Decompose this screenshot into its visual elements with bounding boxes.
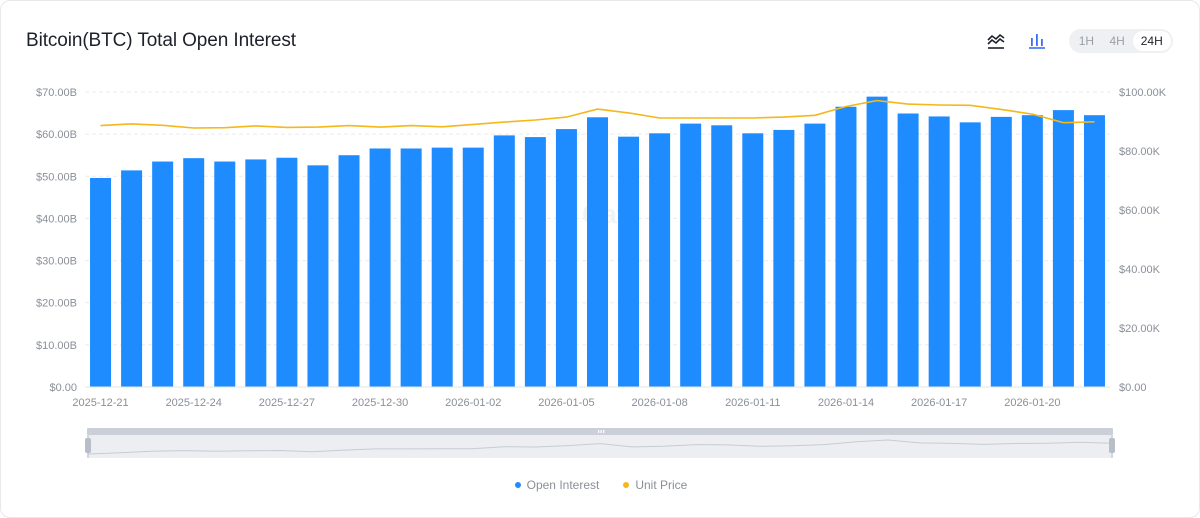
interval-24h[interactable]: 24H [1132,31,1171,51]
bar-2026-01-08[interactable] [649,133,671,387]
y-left-tick: $20.00B [36,298,77,310]
y-right-tick: $80.00K [1119,146,1161,158]
slider-drag-grip-icon[interactable] [598,430,605,433]
y-left-tick: $70.00B [36,87,77,99]
y-left-tick: $0.00 [49,382,77,394]
x-tick-label: 2025-12-21 [72,397,128,409]
chart-title: Bitcoin(BTC) Total Open Interest [26,30,296,51]
bar-2025-12-21[interactable] [90,177,112,387]
bar-2025-12-31[interactable] [400,148,422,387]
bar-2026-01-06[interactable] [587,117,608,388]
slider-top-bar[interactable] [87,428,1113,435]
line-chart-toggle[interactable] [984,29,1008,53]
bar-2026-01-15[interactable] [866,96,888,387]
bar-2026-01-17[interactable] [928,116,950,387]
y-left-tick: $50.00B [36,171,77,183]
x-tick-label: 2026-01-11 [725,397,780,409]
interval-selector: 1H 4H 24H [1069,29,1173,53]
bar-2026-01-09[interactable] [680,123,702,387]
x-tick-label: 2026-01-14 [818,397,874,409]
y-left-tick: $40.00B [36,213,77,225]
legend-dot-icon [623,482,630,488]
y-right-tick: $40.00K [1119,264,1161,276]
bar-2025-12-28[interactable] [307,165,329,387]
unit-price-line [100,99,1095,129]
y-axis-left: $0.00 $10.00B $20.00B $30.00B $40.00B $50.00B… [36,87,77,394]
legend-dot-icon [514,482,521,488]
bar-2026-01-03[interactable] [493,135,515,387]
bar-2026-01-14[interactable] [835,106,857,387]
bar-2025-12-27[interactable] [276,157,298,387]
bar-chart-toggle[interactable] [1025,29,1049,53]
interval-1h[interactable]: 1H [1078,34,1095,48]
bar-2025-12-23[interactable] [152,161,174,387]
x-tick-label: 2026-01-08 [631,397,687,409]
interval-4h[interactable]: 4H [1109,34,1125,48]
bar-2025-12-25[interactable] [214,161,236,387]
line-chart-icon [987,33,1005,49]
chart-legend: Open Interest Unit Price [1,478,1200,492]
x-axis: 2025-12-21 2025-12-24 2025-12-27 2025-12-30… [72,386,1110,409]
legend-open-interest[interactable]: Open Interest [514,478,599,492]
bar-2026-01-19[interactable] [990,116,1012,387]
bar-2026-01-01[interactable] [431,147,453,387]
bar-2025-12-30[interactable] [369,148,391,387]
x-tick-label: 2026-01-05 [538,397,594,409]
x-tick-label: 2025-12-24 [166,397,222,409]
bar-2026-01-12[interactable] [773,129,795,387]
y-left-tick: $10.00B [36,340,77,352]
bar-2026-01-02[interactable] [462,147,484,387]
bar-2026-01-10[interactable] [711,125,733,388]
slider-right-handle[interactable] [1109,438,1115,453]
y-right-tick: $60.00K [1119,205,1161,217]
x-tick-label: 2025-12-27 [259,397,315,409]
y-axis-right: $0.00 $20.00K $40.00K $60.00K $80.00K $100.00… [1119,87,1167,394]
y-left-tick: $60.00B [36,129,77,141]
x-tick-label: 2025-12-30 [352,397,408,409]
bar-chart-icon [1029,34,1045,49]
bar-2025-12-22[interactable] [121,170,143,387]
bar-2026-01-21[interactable] [1052,110,1074,387]
x-tick-label: 2026-01-02 [445,397,501,409]
x-tick-label: 2026-01-17 [911,397,967,409]
y-right-tick: $100.00K [1119,87,1167,99]
bar-2026-01-18[interactable] [959,122,981,387]
x-tick-label: 2026-01-20 [1004,397,1060,409]
y-right-tick: $20.00K [1119,323,1161,335]
bar-2026-01-05[interactable] [555,129,577,388]
slider-range[interactable] [87,435,1113,458]
slider-left-handle[interactable] [85,438,91,453]
y-left-tick: $30.00B [36,256,77,268]
legend-unit-price[interactable]: Unit Price [623,478,687,492]
bar-2026-01-16[interactable] [897,113,919,387]
zoom-slider[interactable] [85,428,1115,458]
bar-2026-01-20[interactable] [1021,115,1043,387]
bar-2026-01-04[interactable] [524,137,546,387]
bar-2026-01-13[interactable] [804,123,826,387]
bar-2025-12-26[interactable] [245,159,267,387]
bar-2025-12-24[interactable] [183,158,205,387]
y-right-tick: $0.00 [1119,382,1147,394]
bar-2026-01-11[interactable] [742,133,764,387]
bar-2025-12-29[interactable] [338,155,360,387]
bar-2026-01-07[interactable] [618,136,640,387]
slider-preview-line [87,439,1113,455]
bar-2026-01-22[interactable] [1083,115,1105,387]
chart-plot: $0.00 $10.00B $20.00B $30.00B $40.00B $50.00B… [36,87,1167,458]
open-interest-bars [90,96,1105,388]
